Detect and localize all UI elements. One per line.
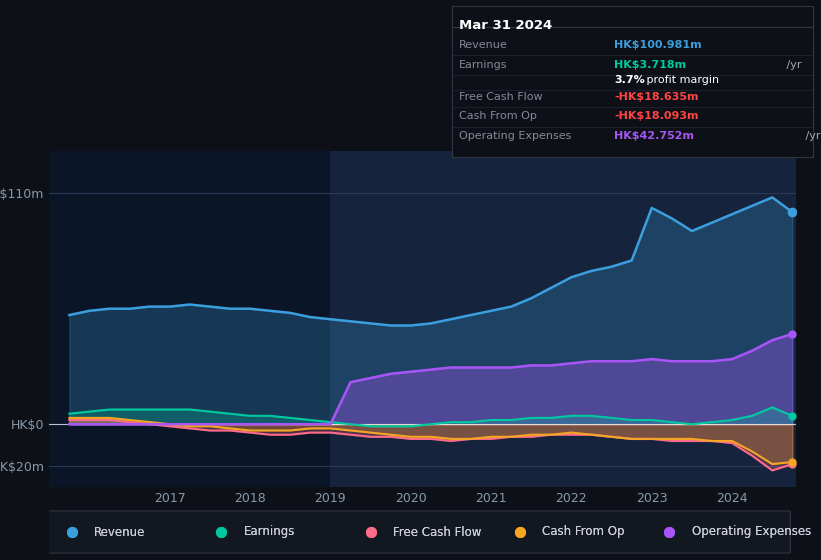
Text: Revenue: Revenue — [459, 40, 507, 50]
Text: -HK$18.093m: -HK$18.093m — [614, 111, 699, 122]
Bar — [330, 151, 796, 487]
Text: Earnings: Earnings — [244, 525, 295, 539]
Text: Earnings: Earnings — [459, 59, 507, 69]
Text: Revenue: Revenue — [94, 525, 145, 539]
Text: Free Cash Flow: Free Cash Flow — [393, 525, 481, 539]
Text: HK$100.981m: HK$100.981m — [614, 40, 702, 50]
Text: Mar 31 2024: Mar 31 2024 — [459, 18, 552, 31]
FancyBboxPatch shape — [48, 511, 791, 553]
Text: Operating Expenses: Operating Expenses — [459, 131, 571, 141]
Text: Operating Expenses: Operating Expenses — [692, 525, 811, 539]
Text: Operating Expenses: Operating Expenses — [692, 525, 811, 539]
Text: Revenue: Revenue — [94, 525, 145, 539]
Text: HK$42.752m: HK$42.752m — [614, 131, 694, 141]
Text: Cash From Op: Cash From Op — [459, 111, 537, 122]
Text: Cash From Op: Cash From Op — [543, 525, 625, 539]
Text: profit margin: profit margin — [643, 74, 719, 85]
Text: Cash From Op: Cash From Op — [543, 525, 625, 539]
Text: Free Cash Flow: Free Cash Flow — [459, 92, 543, 102]
Text: /yr: /yr — [802, 131, 820, 141]
Text: -HK$18.635m: -HK$18.635m — [614, 92, 699, 102]
Text: HK$3.718m: HK$3.718m — [614, 59, 686, 69]
Text: 3.7%: 3.7% — [614, 74, 644, 85]
Text: Earnings: Earnings — [244, 525, 295, 539]
Text: /yr: /yr — [783, 59, 801, 69]
Text: Free Cash Flow: Free Cash Flow — [393, 525, 481, 539]
